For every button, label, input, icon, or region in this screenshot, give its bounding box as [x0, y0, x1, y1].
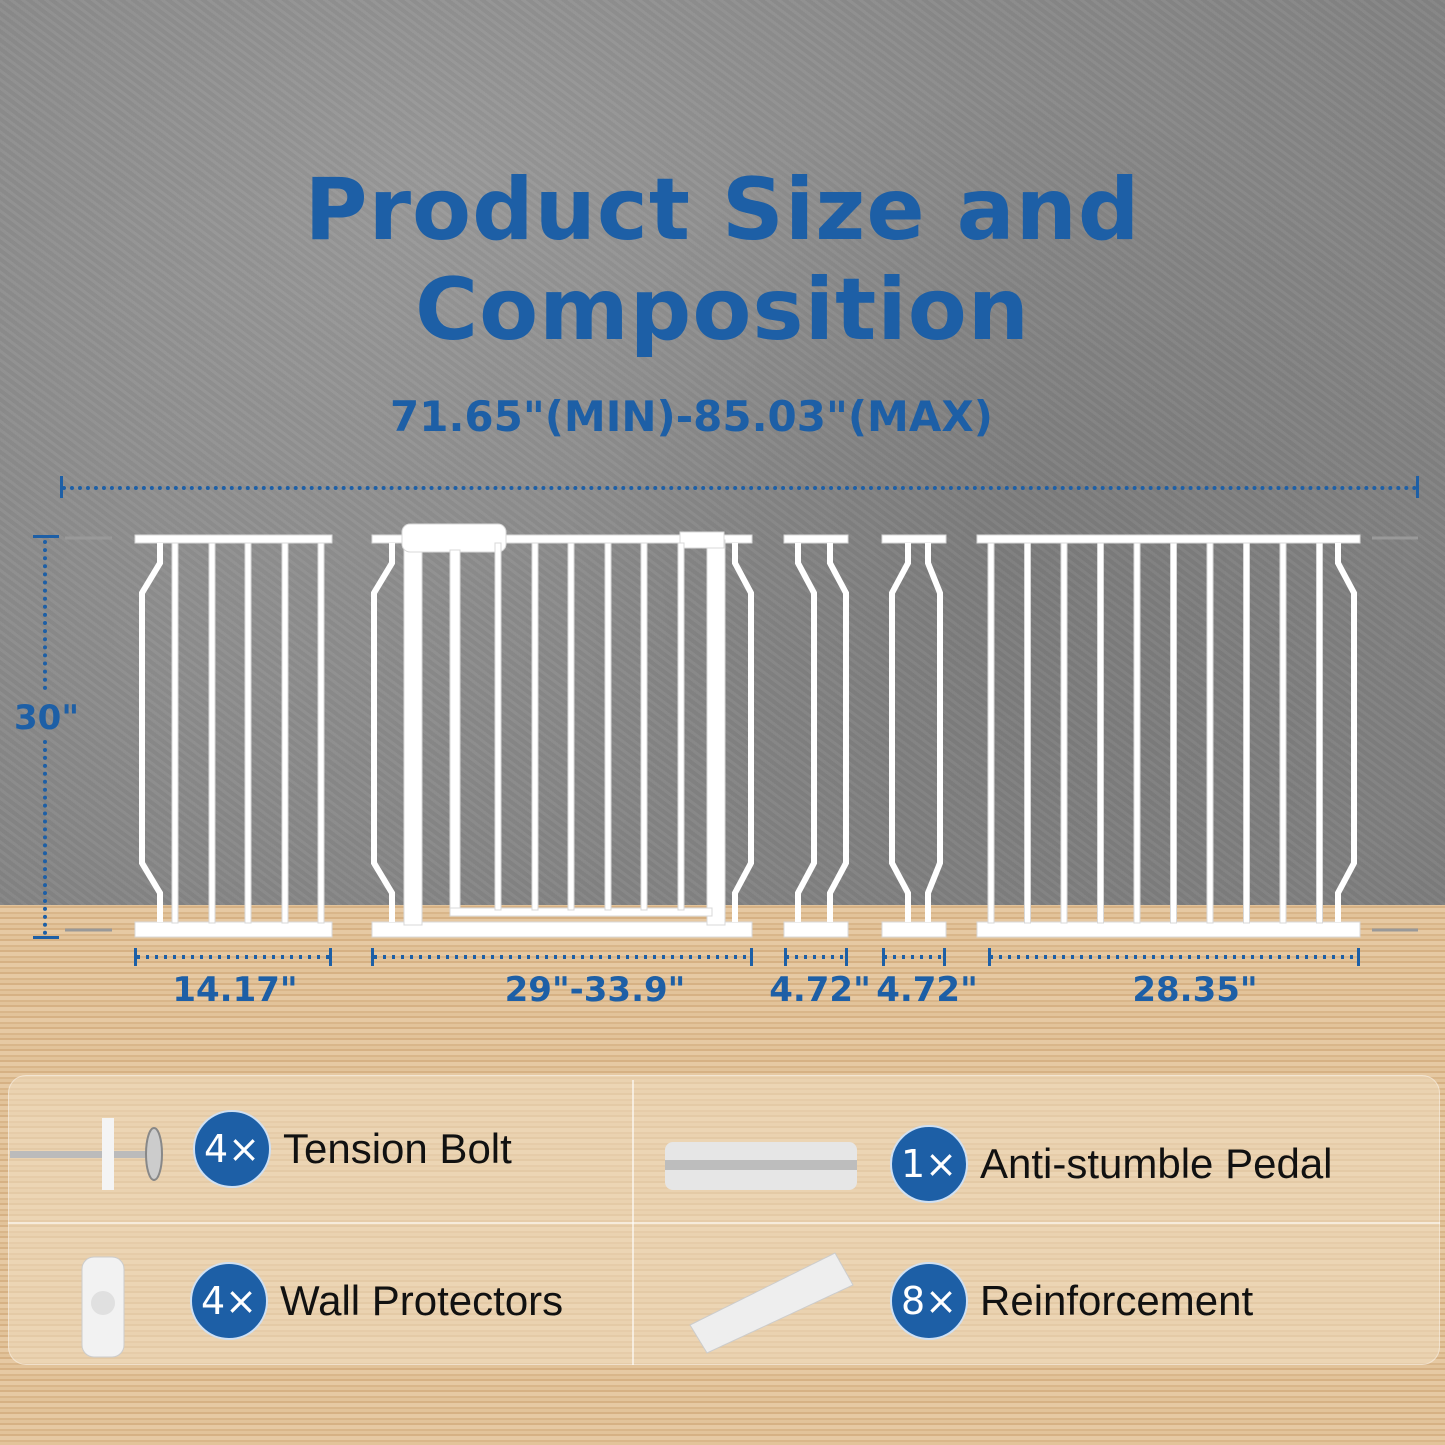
- component-name: Wall Protectors: [280, 1277, 564, 1324]
- component-name: Anti-stumble Pedal: [980, 1140, 1333, 1187]
- panel-width-label: 4.72": [769, 970, 871, 1010]
- gate-bar: [604, 542, 612, 911]
- wall-protector-icon: [81, 1256, 125, 1358]
- extension-panel-4in-b: [881, 534, 947, 938]
- component-reinforcement: 8 × Reinforcement: [890, 1262, 1253, 1340]
- gate-bar: [1279, 542, 1287, 924]
- reinforcement-icon: [689, 1252, 854, 1354]
- gate-bar: [567, 542, 575, 911]
- panel-width-label: 29"-33.9": [504, 970, 686, 1010]
- gate-bar: [1060, 542, 1068, 924]
- gate-bar: [1133, 542, 1141, 924]
- gate-bar: [640, 542, 648, 911]
- main-gate-panel: [371, 523, 754, 938]
- height-label: 30": [14, 698, 80, 738]
- page-title: Product Size and Composition: [304, 160, 1141, 360]
- panel-width-ticks: [134, 948, 1360, 966]
- panel-width-label: 28.35": [1132, 970, 1258, 1010]
- component-wall-protectors: 4 × Wall Protectors: [190, 1262, 563, 1340]
- overall-width-line: [62, 486, 1418, 490]
- quantity-badge: 1 ×: [890, 1125, 968, 1203]
- extension-panel-14in: [134, 534, 333, 938]
- gate-bar: [494, 542, 502, 911]
- dim-tick: [33, 535, 59, 538]
- overall-width-label: 71.65"(MIN)-85.03"(MAX): [390, 392, 993, 441]
- component-name: Tension Bolt: [283, 1125, 512, 1172]
- gate-bar: [987, 542, 995, 924]
- extension-panel-28in: [976, 534, 1361, 938]
- gate-bar: [531, 542, 539, 911]
- tension-bolt-icon: [10, 1118, 163, 1190]
- tension-bolts: [65, 536, 1418, 932]
- gate-illustration: [65, 523, 1418, 966]
- quantity-badge: 4 ×: [190, 1262, 268, 1340]
- gate-latch: [401, 523, 507, 553]
- divider: [8, 1222, 1440, 1224]
- concrete-wall-background: [0, 0, 1445, 905]
- dim-tick: [1416, 476, 1419, 498]
- gate-bar: [1097, 542, 1104, 924]
- dim-tick: [33, 936, 59, 939]
- extension-panel-4in-a: [783, 534, 849, 938]
- gate-hinge: [679, 531, 725, 549]
- quantity-badge: 8 ×: [890, 1262, 968, 1340]
- gate-bar: [1170, 542, 1177, 924]
- gate-bar: [1316, 542, 1323, 924]
- gate-bar: [1206, 542, 1214, 924]
- height-line: [43, 540, 47, 690]
- gate-bar: [1024, 542, 1031, 924]
- dim-tick: [60, 476, 63, 498]
- component-tension-bolt: 4 × Tension Bolt: [193, 1110, 512, 1188]
- height-line: [43, 740, 47, 935]
- gate-bar: [1243, 542, 1250, 924]
- component-anti-stumble-pedal: 1 × Anti-stumble Pedal: [890, 1125, 1333, 1203]
- panel-width-label: 4.72": [876, 970, 978, 1010]
- gate-bar: [677, 542, 685, 911]
- quantity-badge: 4 ×: [193, 1110, 271, 1188]
- panel-width-label: 14.17": [172, 970, 298, 1010]
- component-name: Reinforcement: [980, 1277, 1254, 1324]
- pedal-icon: [665, 1142, 857, 1190]
